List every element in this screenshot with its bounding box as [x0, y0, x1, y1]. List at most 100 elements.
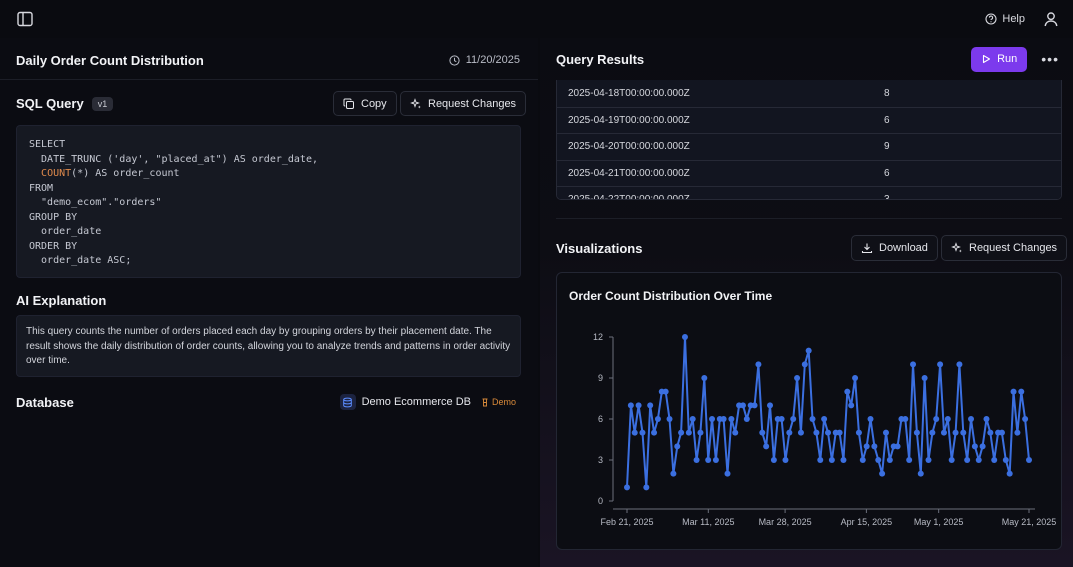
results-table[interactable]: 2025-04-18T00:00:00.000Z 8 2025-04-19T00:0… — [556, 80, 1062, 200]
data-point[interactable] — [654, 416, 661, 422]
data-point[interactable] — [720, 416, 727, 422]
data-point[interactable] — [1022, 416, 1029, 422]
data-point[interactable] — [701, 375, 708, 381]
data-point[interactable] — [797, 429, 804, 436]
data-point[interactable] — [689, 416, 696, 422]
data-point[interactable] — [948, 457, 955, 463]
data-point[interactable] — [635, 402, 642, 409]
data-point[interactable] — [651, 429, 658, 436]
data-point[interactable] — [743, 416, 750, 422]
data-point[interactable] — [624, 484, 630, 491]
data-point[interactable] — [956, 361, 963, 368]
data-point[interactable] — [1002, 457, 1009, 463]
more-options-icon[interactable]: ••• — [1041, 51, 1059, 67]
data-point[interactable] — [778, 416, 785, 422]
data-point[interactable] — [666, 416, 673, 422]
data-point[interactable] — [906, 457, 913, 463]
data-point[interactable] — [921, 375, 928, 381]
data-point[interactable] — [867, 416, 874, 422]
data-point[interactable] — [782, 457, 789, 463]
data-point[interactable] — [813, 429, 820, 436]
data-point[interactable] — [825, 429, 831, 436]
table-row[interactable]: 2025-04-22T00:00:00.000Z 3 — [557, 186, 1061, 199]
data-point[interactable] — [975, 457, 982, 463]
data-point[interactable] — [770, 457, 777, 463]
data-point[interactable] — [983, 416, 990, 422]
data-point[interactable] — [875, 457, 882, 463]
data-point[interactable] — [674, 443, 681, 450]
data-point[interactable] — [844, 388, 851, 395]
data-point[interactable] — [971, 443, 978, 450]
data-point[interactable] — [724, 470, 731, 477]
user-icon[interactable] — [1043, 11, 1059, 27]
data-point[interactable] — [848, 402, 855, 409]
data-point[interactable] — [929, 429, 936, 436]
data-point[interactable] — [902, 416, 909, 422]
data-point[interactable] — [732, 429, 739, 436]
download-button[interactable]: Download — [851, 235, 938, 261]
data-point[interactable] — [879, 470, 886, 477]
data-point[interactable] — [944, 416, 951, 422]
data-point[interactable] — [964, 457, 971, 463]
data-point[interactable] — [913, 429, 920, 436]
data-point[interactable] — [910, 361, 917, 368]
data-point[interactable] — [685, 429, 692, 436]
data-point[interactable] — [940, 429, 947, 436]
data-point[interactable] — [1014, 429, 1021, 436]
data-point[interactable] — [886, 457, 893, 463]
data-point[interactable] — [678, 429, 685, 436]
data-point[interactable] — [790, 416, 797, 422]
data-point[interactable] — [751, 402, 758, 409]
run-button[interactable]: Run — [971, 46, 1028, 72]
data-point[interactable] — [952, 429, 959, 436]
data-point[interactable] — [998, 429, 1005, 436]
data-point[interactable] — [759, 429, 766, 436]
data-point[interactable] — [670, 470, 677, 477]
data-point[interactable] — [917, 470, 924, 477]
data-point[interactable] — [817, 457, 824, 463]
data-point[interactable] — [855, 429, 862, 436]
data-point[interactable] — [739, 402, 746, 409]
data-point[interactable] — [643, 484, 650, 491]
data-point[interactable] — [712, 457, 719, 463]
data-point[interactable] — [681, 334, 688, 340]
data-point[interactable] — [1006, 470, 1013, 477]
data-point[interactable] — [852, 375, 859, 381]
data-point[interactable] — [882, 429, 889, 436]
data-point[interactable] — [933, 416, 940, 422]
data-point[interactable] — [805, 347, 812, 354]
data-point[interactable] — [728, 416, 735, 422]
help-button[interactable]: Help — [985, 13, 1025, 25]
data-point[interactable] — [705, 457, 712, 463]
data-point[interactable] — [836, 429, 843, 436]
data-point[interactable] — [1018, 388, 1025, 395]
data-point[interactable] — [979, 443, 986, 450]
data-point[interactable] — [627, 402, 634, 409]
data-point[interactable] — [662, 388, 669, 395]
data-point[interactable] — [925, 457, 932, 463]
data-point[interactable] — [859, 457, 866, 463]
data-point[interactable] — [647, 402, 654, 409]
data-point[interactable] — [786, 429, 793, 436]
data-point[interactable] — [987, 429, 994, 436]
data-point[interactable] — [1010, 388, 1017, 395]
data-point[interactable] — [709, 416, 716, 422]
sql-code-block[interactable]: SELECT DATE_TRUNC ('day', "placed_at") A… — [16, 125, 521, 278]
data-point[interactable] — [821, 416, 828, 422]
data-point[interactable] — [697, 429, 704, 436]
data-point[interactable] — [937, 361, 944, 368]
table-row[interactable]: 2025-04-18T00:00:00.000Z 8 — [557, 80, 1061, 107]
data-point[interactable] — [801, 361, 808, 368]
table-row[interactable]: 2025-04-20T00:00:00.000Z 9 — [557, 133, 1061, 160]
copy-button[interactable]: Copy — [333, 91, 397, 116]
data-point[interactable] — [639, 429, 646, 436]
sidebar-toggle-icon[interactable] — [16, 10, 34, 28]
data-point[interactable] — [755, 361, 762, 368]
data-point[interactable] — [960, 429, 967, 436]
table-row[interactable]: 2025-04-19T00:00:00.000Z 6 — [557, 106, 1061, 133]
data-point[interactable] — [693, 457, 700, 463]
table-row[interactable]: 2025-04-21T00:00:00.000Z 6 — [557, 159, 1061, 186]
data-point[interactable] — [840, 457, 847, 463]
data-point[interactable] — [828, 457, 835, 463]
data-point[interactable] — [763, 443, 770, 450]
